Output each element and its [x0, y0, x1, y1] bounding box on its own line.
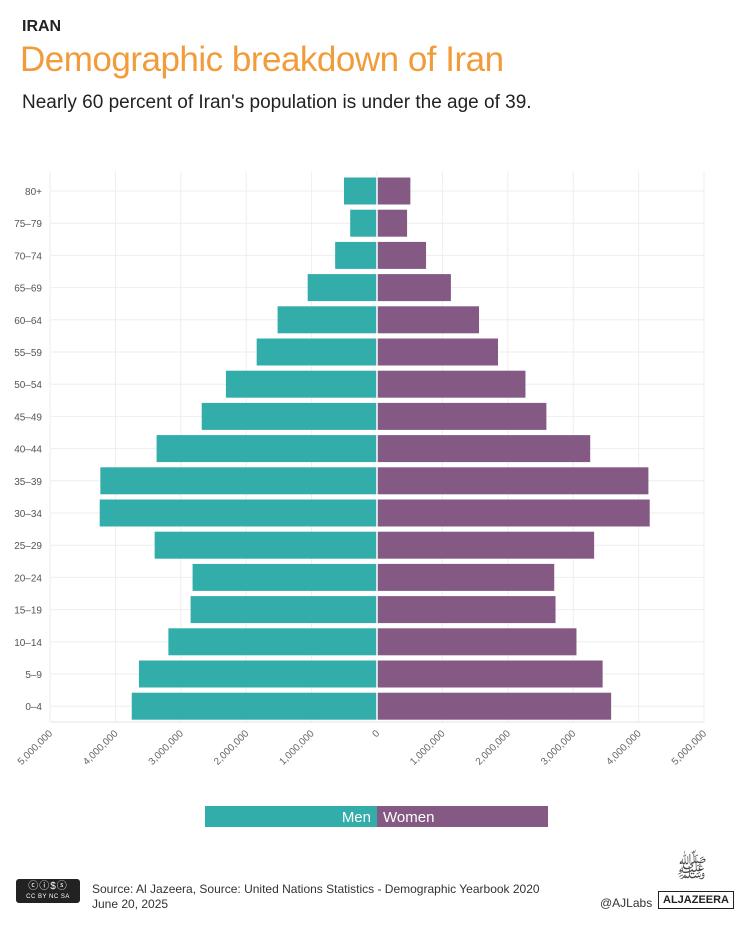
bar-men — [277, 306, 377, 334]
legend-label-men: Men — [342, 809, 371, 826]
bar-women — [377, 241, 427, 269]
kicker: IRAN — [22, 18, 62, 35]
bar-women — [377, 499, 650, 527]
legend-label-women: Women — [383, 809, 434, 826]
creative-commons-icon: ⓒⓘ$ⓢ — [28, 881, 68, 892]
age-tick-label: 20–24 — [14, 573, 42, 584]
age-tick-label: 35–39 — [14, 477, 42, 488]
age-tick-label: 45–49 — [14, 412, 42, 423]
bar-men — [138, 660, 377, 688]
age-tick-label: 10–14 — [14, 638, 42, 649]
x-tick-label: 0 — [370, 728, 382, 740]
legend-swatch-men — [205, 806, 377, 827]
bar-men — [307, 274, 377, 302]
bar-women — [377, 628, 577, 656]
bar-men — [335, 241, 377, 269]
x-tick-label: 5,000,000 — [670, 728, 710, 768]
bar-women — [377, 563, 555, 591]
bar-women — [377, 435, 591, 463]
date-text: June 20, 2025 — [92, 897, 169, 911]
license-text: CC BY NC SA — [26, 894, 70, 900]
bar-women — [377, 692, 612, 720]
x-tick-label: 4,000,000 — [81, 728, 121, 768]
aljazeera-logo: ALJAZEERA — [658, 891, 735, 909]
age-tick-label: 55–59 — [14, 348, 42, 359]
bar-men — [131, 692, 377, 720]
bar-women — [377, 306, 480, 334]
bar-men — [190, 596, 377, 624]
age-tick-label: 70–74 — [14, 251, 42, 262]
source-text: Source: Al Jazeera, Source: United Natio… — [92, 882, 540, 896]
bar-women — [377, 660, 603, 688]
age-tick-label: 75–79 — [14, 219, 42, 230]
bar-men — [343, 177, 377, 205]
creative-commons-badge: ⓒⓘ$ⓢ CC BY NC SA — [16, 879, 80, 903]
x-tick-label: 4,000,000 — [604, 728, 644, 768]
age-tick-label: 15–19 — [14, 606, 42, 617]
x-tick-label: 5,000,000 — [16, 728, 56, 768]
bar-women — [377, 596, 556, 624]
x-tick-label: 3,000,000 — [539, 728, 579, 768]
age-tick-label: 25–29 — [14, 541, 42, 552]
bar-men — [100, 467, 377, 495]
subtitle: Nearly 60 percent of Iran's population i… — [22, 92, 532, 113]
age-tick-label: 65–69 — [14, 284, 42, 295]
bar-men — [168, 628, 377, 656]
age-tick-label: 50–54 — [14, 380, 42, 391]
bar-men — [99, 499, 377, 527]
bar-women — [377, 531, 595, 559]
x-tick-label: 2,000,000 — [474, 728, 514, 768]
bar-women — [377, 338, 498, 366]
bar-men — [350, 209, 377, 237]
age-tick-label: 30–34 — [14, 509, 42, 520]
footer-source: Source: Al Jazeera, Source: United Natio… — [92, 882, 540, 912]
x-tick-label: 2,000,000 — [212, 728, 252, 768]
x-tick-label: 3,000,000 — [147, 728, 187, 768]
bar-men — [156, 435, 377, 463]
population-pyramid-chart: 80+ 75–79 70–74 65–69 60–64 55–59 50–54 45–49 40… — [14, 171, 710, 827]
bar-men — [192, 563, 377, 591]
age-tick-label: 0–4 — [25, 702, 42, 713]
x-tick-label: 1,000,000 — [408, 728, 448, 768]
aljazeera-calligraphy-logo-icon: ﷺ — [676, 853, 708, 883]
bar-women — [377, 370, 526, 398]
bar-women — [377, 274, 451, 302]
page-title: Demographic breakdown of Iran — [20, 40, 504, 79]
legend-swatch-women — [377, 806, 548, 827]
x-tick-label: 1,000,000 — [277, 728, 317, 768]
ajlabs-handle: @AJLabs — [600, 896, 653, 910]
bar-men — [225, 370, 377, 398]
bar-women — [377, 209, 408, 237]
age-tick-label: 80+ — [25, 187, 42, 198]
bar-men — [256, 338, 377, 366]
bar-women — [377, 177, 411, 205]
bar-women — [377, 467, 649, 495]
age-tick-label: 5–9 — [25, 670, 42, 681]
bar-men — [154, 531, 377, 559]
bar-women — [377, 402, 547, 430]
age-tick-label: 60–64 — [14, 316, 42, 327]
bar-men — [201, 402, 377, 430]
age-tick-label: 40–44 — [14, 445, 42, 456]
